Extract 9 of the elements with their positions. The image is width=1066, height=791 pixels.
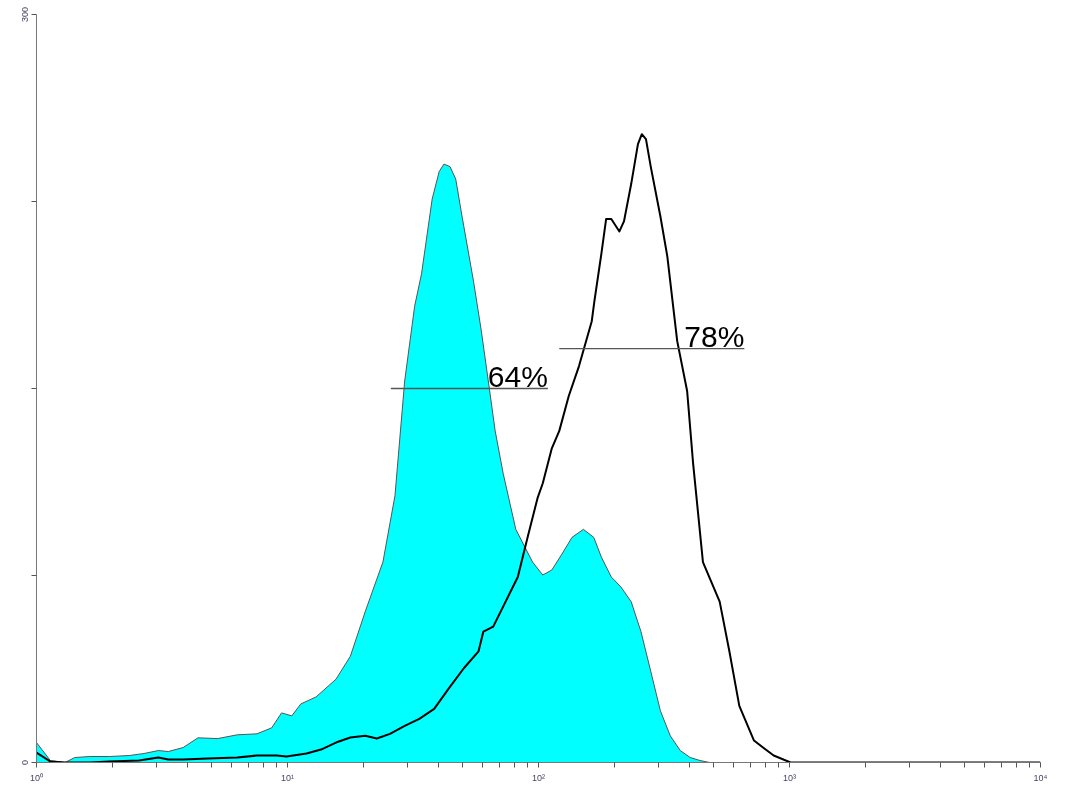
x-tick-label: 10² xyxy=(532,772,546,783)
annotation: 64% xyxy=(487,359,548,393)
x-tick-label: 10⁰ xyxy=(29,772,44,783)
x-tick-label: 10³ xyxy=(783,772,797,783)
y-tick-label: 0 xyxy=(19,759,30,765)
x-tick-label: 10¹ xyxy=(281,772,295,783)
annotation: 78% xyxy=(684,319,745,353)
x-tick-label: 10⁴ xyxy=(1033,772,1048,783)
y-tick-label: 300 xyxy=(19,6,30,23)
